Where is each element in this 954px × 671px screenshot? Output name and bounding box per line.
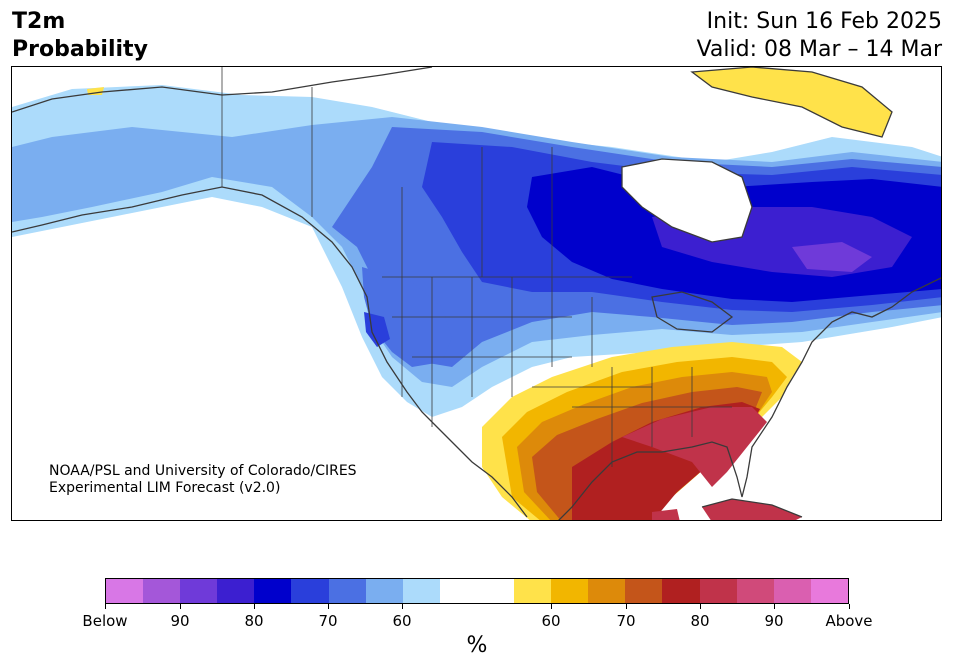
colorbar-label: 70 xyxy=(318,612,338,630)
hudson-bay xyxy=(622,159,752,242)
colorbar-segment xyxy=(625,579,663,603)
colorbar-segment xyxy=(810,579,848,603)
colorbar-segment xyxy=(402,579,440,603)
colorbar-segment xyxy=(551,579,589,603)
colorbar-labels: Below 90 80 70 60 60 70 80 90 Above xyxy=(0,612,954,632)
title-variable: T2m xyxy=(12,9,66,34)
colorbar xyxy=(105,578,849,604)
colorbar-label: 80 xyxy=(690,612,710,630)
colorbar-tick xyxy=(328,604,329,609)
colorbar-tick xyxy=(849,604,850,609)
credit-line-2: Experimental LIM Forecast (v2.0) xyxy=(49,480,280,496)
map-title: T2m Probability xyxy=(12,8,148,64)
colorbar-label: 70 xyxy=(616,612,636,630)
colorbar-segment xyxy=(106,579,144,603)
colorbar-tick xyxy=(700,604,701,609)
colorbar-label: Below xyxy=(82,612,128,630)
colorbar-segment xyxy=(736,579,774,603)
colorbar-tick xyxy=(774,604,775,609)
below-region-purple xyxy=(792,242,872,272)
colorbar-unit: % xyxy=(466,633,488,658)
colorbar-segment xyxy=(662,579,700,603)
state-borders xyxy=(221,67,732,467)
colorbar-tick xyxy=(180,604,181,609)
forecast-dates: Init: Sun 16 Feb 2025 Valid: 08 Mar – 14… xyxy=(697,8,942,64)
colorbar-label: 80 xyxy=(244,612,264,630)
colorbar-label: 90 xyxy=(170,612,190,630)
colorbar-label: Above xyxy=(825,612,873,630)
colorbar-segment xyxy=(588,579,626,603)
colorbar-segment xyxy=(143,579,181,603)
colorbar-label: 60 xyxy=(392,612,412,630)
title-probability: Probability xyxy=(12,37,148,62)
colorbar-tick xyxy=(551,604,552,609)
colorbar-label: 90 xyxy=(764,612,784,630)
probability-map: NOAA/PSL and University of Colorado/CIRE… xyxy=(11,66,942,521)
map-canvas: NOAA/PSL and University of Colorado/CIRE… xyxy=(12,67,941,520)
above-region-cuba xyxy=(702,499,802,520)
init-date: Init: Sun 16 Feb 2025 xyxy=(706,9,942,34)
valid-range: Valid: 08 Mar – 14 Mar xyxy=(696,37,942,62)
colorbar-tick xyxy=(626,604,627,609)
above-region-greenland xyxy=(692,67,892,137)
colorbar-segment xyxy=(476,579,515,603)
colorbar-segment xyxy=(699,579,737,603)
colorbar-segment xyxy=(439,579,477,603)
colorbar-label: 60 xyxy=(541,612,561,630)
colorbar-segment xyxy=(217,579,255,603)
colorbar-segment xyxy=(365,579,403,603)
colorbar-segment xyxy=(514,579,552,603)
credit-line-1: NOAA/PSL and University of Colorado/CIRE… xyxy=(49,463,357,479)
colorbar-tick xyxy=(254,604,255,609)
colorbar-segment xyxy=(291,579,329,603)
colorbar-segment xyxy=(254,579,292,603)
colorbar-tick xyxy=(105,604,106,609)
colorbar-segment xyxy=(180,579,218,603)
colorbar-segment xyxy=(773,579,811,603)
above-region-mexico-south xyxy=(652,509,680,520)
colorbar-segment xyxy=(328,579,366,603)
colorbar-tick xyxy=(402,604,403,609)
